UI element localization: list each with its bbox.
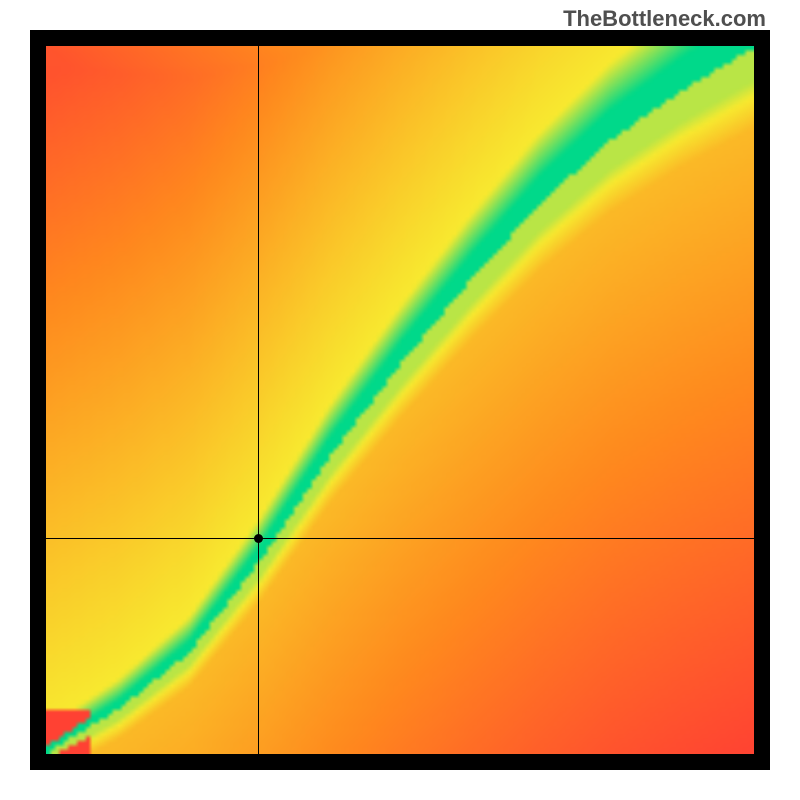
watermark-text: TheBottleneck.com — [563, 6, 766, 32]
crosshair-vertical — [258, 46, 259, 754]
heatmap-canvas — [46, 46, 754, 754]
crosshair-horizontal — [46, 538, 754, 539]
crosshair-marker — [254, 534, 263, 543]
heatmap-plot — [46, 46, 754, 754]
